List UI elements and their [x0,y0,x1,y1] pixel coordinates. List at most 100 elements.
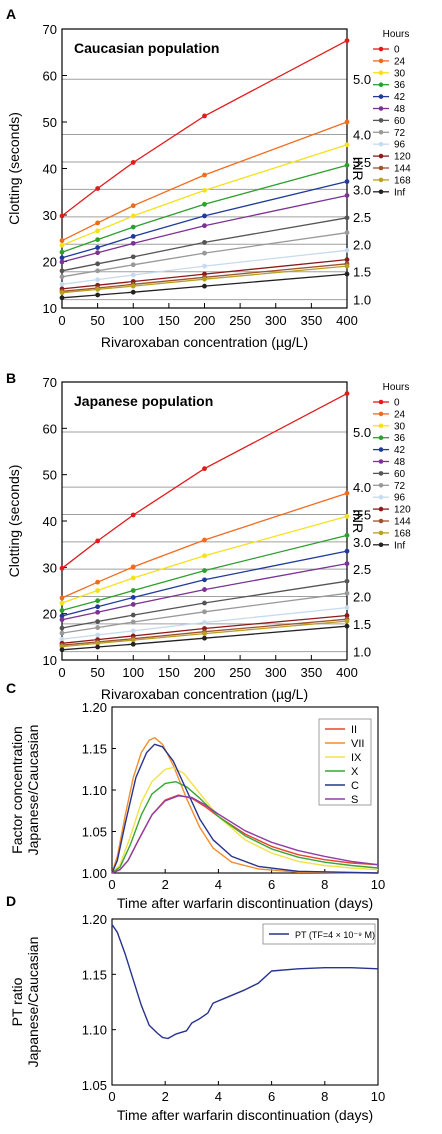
panel-b-inr-tick-label: 2.0 [353,590,371,605]
panel-a-data-point-60 [95,261,101,267]
panel-a-data-point-42 [344,179,350,184]
panel-b-x-tick-label: 150 [158,665,180,680]
panel-a-data-point-72 [95,268,101,274]
panel-a-data-point-72 [202,250,207,256]
panel-c-legend-label: VII [351,738,364,750]
panel-a-legend-label: 36 [394,80,406,91]
panel-a-data-point-96 [95,277,101,283]
panel-a-data-point-30 [130,213,136,219]
panel-b-legend-label: 60 [394,469,406,480]
panel-b-x-tick-label: 0 [58,665,65,680]
panel-b-legend-swatch-marker [378,530,384,536]
panel-b-legend-label: 96 [394,493,406,504]
panel-b-data-point-24 [130,564,136,570]
panel-a-data-point-24 [59,238,65,243]
panel-c-series-line-C [111,743,379,874]
panel-d-x-tick-label: 0 [108,1089,115,1104]
panel-d-legend-label: PT (TF=4 × 10⁻⁹ M) [295,930,375,940]
panel-b-data-point-168 [95,640,101,646]
panel-b-data-point-Inf [344,623,350,629]
panel-b-y-tick-label: 20 [43,607,57,622]
panel-a-data-point-0 [344,38,350,44]
panel-b-data-point-36 [130,588,136,593]
panel-b-data-point-96 [95,632,101,638]
panel-b-x-tick-label: 350 [301,665,323,680]
panel-a-legend-swatch-marker [378,70,384,76]
panel-a-legend-swatch-marker [378,141,384,147]
panel-d-plot-frame [111,918,379,1086]
panel-a-data-point-0 [59,213,65,219]
panel-a-inr-tick-label: 1.0 [353,293,371,308]
panel-a-data-point-42 [95,245,101,250]
panel-a-data-point-168 [202,276,207,282]
panel-a-legend-title: Hours [383,29,410,40]
panel-b-inr-tick-label: 4.0 [353,480,371,495]
panel-a-legend-label: 72 [394,128,406,139]
panel-c-legend-label: IX [351,752,362,764]
panel-b-data-point-60 [59,625,65,631]
panel-b-data-point-0 [344,391,350,396]
panel-c-y-tick-label: 1.15 [82,742,107,757]
panel-b-legend-label: 48 [394,457,406,468]
panel-b-legend-swatch-marker [378,471,384,476]
panel-b-x-tick-label: 50 [90,665,104,680]
panel-b-legend-label: 168 [394,528,411,539]
panel-a-data-point-42 [202,213,207,219]
panel-a-data-point-42 [59,255,65,261]
panel-b-title: Japanese population [74,393,213,409]
panel-a-x-tick-label: 0 [58,313,65,328]
panel-a-series-line-30 [61,144,348,246]
panel-b-data-point-96 [59,636,65,642]
panel-a-legend-label: 144 [394,164,411,175]
panel-b-data-point-30 [59,600,65,606]
panel-b-legend-swatch-marker [378,399,384,405]
panel-b-legend-swatch-marker [378,435,384,441]
panel-a-x-tick-label: 50 [90,313,104,328]
panel-a-x-tick-label: 150 [158,313,180,328]
panel-b-inr-tick-label: 3.5 [353,508,371,523]
panel-a-data-point-24 [344,119,350,125]
panel-a-letter: A [6,6,16,22]
panel-a-data-point-36 [95,237,101,243]
panel-b-data-point-0 [95,538,101,544]
panel-b-data-point-36 [202,568,207,573]
panel-a-title: Caucasian population [74,40,219,56]
panel-b-data-point-48 [202,587,207,592]
panel-a-data-point-60 [130,254,136,260]
panel-b-legend-label: 36 [394,433,406,444]
panel-b-x-tick-label: 400 [336,665,358,680]
panel-b-legend-label: Inf [394,540,405,551]
panel-a-data-point-48 [95,250,101,256]
panel-a-legend-swatch-marker [378,153,384,159]
panel-b-data-point-60 [202,600,207,606]
panel-a-data-point-Inf [344,271,350,277]
panel-c-x-tick-label: 2 [162,877,169,892]
panel-a-data-point-72 [344,230,350,236]
panel-b-data-point-30 [344,513,350,519]
panel-b-data-point-60 [130,612,136,618]
panel-a-data-point-30 [202,187,207,193]
panel-a-data-point-0 [130,160,136,165]
panel-a-legend-label: 48 [394,104,406,115]
panel-b-legend-swatch-marker [378,518,384,524]
panel-a-x-tick-label: 250 [229,313,251,328]
panel-d-y-tick-label: 1.15 [82,967,107,982]
panel-b-y-tick-label: 40 [43,514,57,529]
panel-b-legend-label: 144 [394,517,411,528]
panel-a-y-tick-label: 40 [43,162,57,177]
panel-b-data-point-168 [130,637,136,643]
panel-c-y-axis-label-group: Factor concentrationJapanese/Caucasian [9,725,41,856]
panel-a-data-point-168 [59,290,65,296]
panel-c-legend-label: C [351,780,359,792]
panel-d-x-tick-label: 4 [215,1089,222,1104]
panel-a-series-line-24 [61,121,348,242]
panel-b-data-point-48 [95,609,101,615]
panel-a-legend-label: 168 [394,175,411,186]
panel-a-inr-tick-label: 3.0 [353,182,371,197]
panel-b-legend-label: 0 [394,398,400,409]
panel-d-letter: D [6,893,16,909]
panel-d-series-line-PT (TF=4 × 10⁻⁹ M) [111,924,379,1040]
panel-a-legend-label: 60 [394,116,406,127]
panel-a-data-point-24 [202,172,207,178]
panel-b-data-point-24 [95,579,101,585]
